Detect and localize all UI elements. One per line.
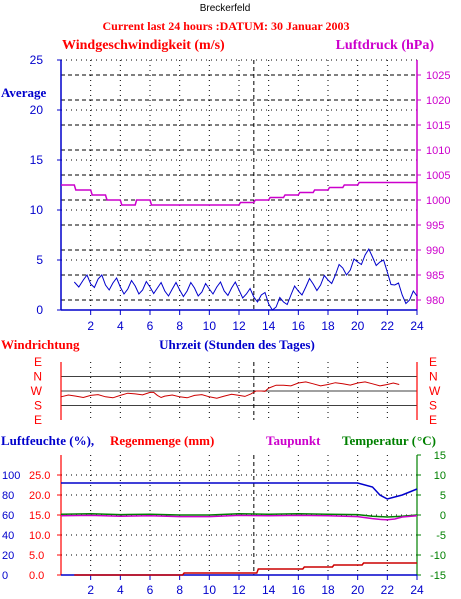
pressure-axis-title: Luftdruck (hPa) [336, 38, 435, 53]
temperature-unit: °C) [417, 433, 436, 448]
humidity-title: Luftfeuchte (%), [1, 433, 94, 448]
wind-speed-tick: 10 [30, 203, 44, 217]
hour-tick-label: 18 [321, 319, 335, 333]
hour-tick-label: 8 [176, 319, 183, 333]
temperature-tick: 15 [434, 450, 446, 462]
wind-direction-line [60, 381, 400, 399]
temperature-tick: -10 [430, 550, 446, 562]
direction-label-left: W [31, 384, 43, 398]
luftfeuchte-line [61, 482, 418, 500]
humidity-tick: 60 [2, 510, 14, 522]
hour-tick-label: 12 [232, 319, 246, 333]
direction-label-left: E [34, 355, 42, 369]
pressure-tick: 1015 [426, 120, 450, 132]
hour-tick-label-lower: 22 [381, 583, 395, 597]
pressure-tick: 1020 [426, 95, 450, 107]
humidity-tick: 100 [2, 470, 20, 482]
wind-speed-tick: 15 [30, 153, 44, 167]
direction-label-left: E [34, 413, 42, 427]
pressure-tick: 985 [426, 270, 444, 282]
pressure-tick: 995 [426, 220, 444, 232]
temperature-tick: -5 [436, 530, 446, 542]
hour-tick-label: 16 [292, 319, 306, 333]
rain-tick: 20.0 [29, 490, 50, 502]
rain-title: Regenmenge (mm) [110, 433, 214, 448]
hour-tick-label-lower: 8 [176, 583, 183, 597]
chart-subtitle: Current last 24 hours :DATUM: 30 Januar … [102, 19, 349, 33]
hour-tick-label-lower: 18 [321, 583, 335, 597]
pressure-tick: 990 [426, 245, 444, 257]
wind-speed-tick: 20 [30, 103, 44, 117]
hour-tick-label-lower: 14 [262, 583, 276, 597]
direction-label-left: N [33, 370, 42, 384]
direction-label-left: S [34, 399, 42, 413]
hour-tick-label: 24 [410, 319, 424, 333]
wind-speed-tick: 0 [36, 303, 43, 317]
pressure-tick: 1000 [426, 195, 450, 207]
station-title: Breckerfeld [200, 3, 251, 14]
humidity-tick: 80 [2, 490, 14, 502]
wind-speed-tick: 5 [36, 253, 43, 267]
temperature-tick: 10 [434, 470, 446, 482]
rain-tick: 25.0 [29, 470, 50, 482]
hour-tick-label-lower: 24 [410, 583, 424, 597]
wind-speed-line [73, 247, 418, 311]
hour-tick-label: 22 [381, 319, 395, 333]
humidity-tick: 20 [2, 550, 14, 562]
hour-tick-label: 4 [117, 319, 124, 333]
temperature-tick: 0 [440, 510, 446, 522]
taupunkt-line [60, 514, 418, 521]
hour-tick-label-lower: 16 [292, 583, 306, 597]
wind-direction-title: Windrichtung [1, 337, 80, 352]
direction-label-right: E [429, 413, 437, 427]
rain-tick: 0.0 [29, 570, 44, 582]
rain-tick: 5.0 [29, 550, 44, 562]
wind-speed-axis-title: Windgeschwindigkeit (m/s) [62, 38, 225, 53]
hour-tick-label: 6 [147, 319, 154, 333]
pressure-line [61, 181, 417, 206]
hour-tick-label: 2 [87, 319, 94, 333]
humidity-tick: 0 [2, 570, 8, 582]
hour-tick-label-lower: 20 [351, 583, 365, 597]
hour-tick-label-lower: 12 [232, 583, 246, 597]
pressure-tick: 1005 [426, 170, 450, 182]
direction-label-right: W [429, 384, 441, 398]
temperature-title: Temperatur ( [342, 433, 416, 448]
hour-tick-label: 20 [351, 319, 365, 333]
pressure-tick: 1025 [426, 70, 450, 82]
temperature-tick: 5 [440, 490, 446, 502]
temperatur-line [60, 513, 418, 518]
hour-tick-label-lower: 4 [117, 583, 124, 597]
pressure-tick: 1010 [426, 145, 450, 157]
time-axis-title: Uhrzeit (Stunden des Tages) [159, 337, 315, 352]
temperature-tick: -15 [430, 570, 446, 582]
hour-tick-label-lower: 10 [203, 583, 217, 597]
rain-tick: 15.0 [29, 510, 50, 522]
rain-tick: 10.0 [29, 530, 50, 542]
hour-tick-label-lower: 2 [87, 583, 94, 597]
wind-speed-tick: 25 [30, 53, 44, 67]
average-label: Average [1, 85, 46, 100]
hour-tick-label-lower: 6 [147, 583, 154, 597]
direction-label-right: E [429, 355, 437, 369]
direction-label-right: N [429, 370, 438, 384]
dewpoint-title: Taupunkt [266, 433, 321, 448]
hour-tick-label: 10 [203, 319, 217, 333]
regenmenge-line [74, 562, 417, 576]
pressure-tick: 980 [426, 295, 444, 307]
hour-tick-label: 14 [262, 319, 276, 333]
direction-label-right: S [429, 399, 437, 413]
humidity-tick: 40 [2, 530, 14, 542]
